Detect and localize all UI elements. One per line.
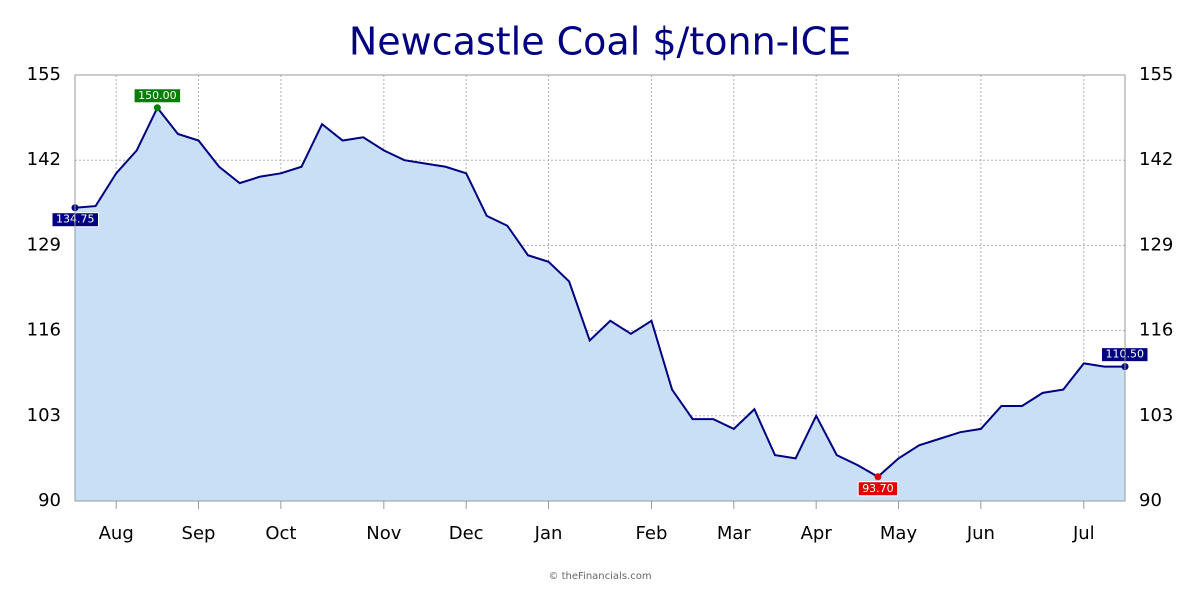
x-tick-label: Jul	[1072, 523, 1095, 544]
value-label: 93.70	[857, 481, 899, 497]
x-tick-label: Apr	[801, 523, 833, 544]
y2-tick-label: 129	[1139, 234, 1173, 255]
y-tick-label: 155	[27, 64, 61, 85]
y-tick-label: 103	[27, 405, 61, 426]
y-tick-label: 116	[27, 320, 61, 341]
x-tick-label: Oct	[265, 523, 296, 544]
area-fill	[75, 107, 1125, 502]
y2-tick-label: 155	[1139, 64, 1173, 85]
x-tick-label: Aug	[99, 523, 134, 544]
y2-tick-label: 90	[1139, 490, 1162, 511]
value-label-text: 93.70	[862, 482, 894, 495]
y-tick-label: 129	[27, 234, 61, 255]
x-tick-label: Feb	[636, 523, 668, 544]
axes: 90 90 103 103 116 116 129 129 142 142 155 155 Aug Sep…	[27, 64, 1174, 544]
x-tick-label: Dec	[449, 523, 484, 544]
y2-tick-label: 116	[1139, 320, 1173, 341]
value-label-box	[133, 88, 182, 104]
marker	[874, 473, 882, 481]
x-tick-label: Jun	[966, 523, 995, 544]
value-label-box	[857, 481, 899, 497]
x-tick-label: Jan	[534, 523, 563, 544]
x-tick-label: Mar	[717, 523, 752, 544]
y2-tick-label: 103	[1139, 405, 1173, 426]
y-tick-label: 142	[27, 149, 61, 170]
plot-frame	[74, 74, 1126, 502]
line	[74, 105, 1125, 478]
x-tick-label: May	[880, 523, 918, 544]
value-label-text: 150.00	[138, 89, 177, 102]
x-tick-label: Nov	[366, 523, 401, 544]
y2-tick-label: 142	[1139, 149, 1173, 170]
marker	[153, 104, 161, 112]
value-label: 150.00	[133, 88, 182, 104]
y-tick-label: 90	[38, 490, 61, 511]
x-tick-label: Sep	[182, 523, 216, 544]
footer: © theFinancials.com	[548, 571, 651, 582]
chart-title: Newcastle Coal $/tonn-ICE	[349, 20, 851, 64]
